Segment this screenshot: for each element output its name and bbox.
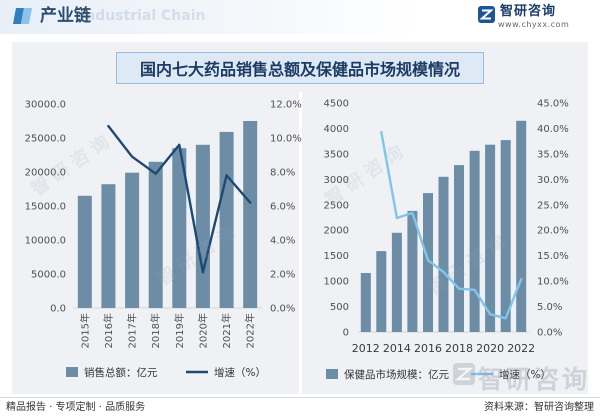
data-source: 资料来源：智研咨询整理 — [484, 402, 594, 413]
x-axis-tick-label: 2016年 — [102, 313, 115, 348]
bar — [423, 193, 433, 332]
right-y-tick-label: 30.0% — [537, 175, 569, 186]
chart-title: 国内七大药品销售总额及保健品市场规模情况 — [139, 60, 460, 79]
left-y-tick-label: 2000 — [324, 226, 349, 237]
x-axis-tick-label: 2015年 — [78, 313, 91, 348]
right-y-tick-label: 15.0% — [537, 251, 569, 262]
bar — [500, 140, 511, 332]
left-y-tick-label: 10000.0 — [25, 236, 66, 247]
right-y-tick-label: 6.0% — [270, 202, 295, 213]
x-axis-tick-label: 2017年 — [126, 313, 139, 348]
left-y-tick-label: 15000.0 — [25, 202, 66, 213]
health-products-chart: 0 500 1000 1500 2000 2500 3000 3500 4000 4500 0.0%… — [324, 99, 569, 381]
drug-sales-chart: 0.0 5000.0 10000.0 15000.0 20000.0 25000.0 300… — [25, 100, 302, 379]
right-y-tick-label: 10.0% — [537, 277, 569, 288]
right-y-tick-label: 25.0% — [537, 200, 569, 211]
legend-label: 保健品市场规模：亿元 — [344, 368, 449, 381]
right-y-tick-label: 8.0% — [270, 168, 295, 179]
legend-label: 增速（%） — [499, 368, 551, 381]
left-y-tick-label: 4500 — [324, 99, 349, 110]
x-axis-tick-label: 2016 — [414, 342, 442, 355]
right-y-tick-label: 35.0% — [537, 149, 569, 160]
left-y-tick-label: 1500 — [324, 251, 349, 262]
zhiyan-logo-icon — [477, 5, 496, 24]
right-y-tick-label: 2.0% — [270, 270, 295, 281]
bar — [195, 144, 210, 308]
legend-bar-swatch — [66, 367, 78, 377]
right-y-tick-label: 40.0% — [537, 124, 569, 135]
right-y-tick-label: 45.0% — [537, 99, 569, 110]
right-y-tick-label: 10.0% — [270, 134, 302, 145]
x-axis-tick-label: 2022 — [507, 342, 535, 355]
left-y-tick-label: 5000.0 — [31, 270, 66, 281]
chain-icon — [12, 6, 34, 26]
left-y-tick-label: 0.0 — [50, 304, 66, 315]
bar — [438, 176, 449, 332]
legend-bar-swatch — [326, 369, 338, 379]
x-axis-tick-label: 2022年 — [244, 313, 257, 348]
left-y-tick-label: 0 — [343, 328, 349, 339]
x-axis-tick-label: 2018年 — [149, 313, 162, 348]
bar — [454, 165, 464, 332]
left-y-tick-label: 4000 — [324, 124, 349, 135]
left-y-tick-label: 3500 — [324, 149, 349, 160]
x-axis-tick-label: 2021年 — [220, 313, 233, 348]
bar — [172, 148, 187, 308]
brand-name: 智研咨询 — [500, 4, 557, 19]
bar — [219, 131, 234, 308]
growth-rate-line — [380, 130, 523, 320]
x-axis-tick-label: 2018 — [445, 342, 473, 355]
right-y-tick-label: 20.0% — [537, 226, 569, 237]
watermark-brand: 智研咨询 — [478, 365, 591, 394]
watermark-logo-icon — [452, 362, 476, 386]
header-watermark: Industrial Chain — [80, 8, 206, 24]
header-band — [0, 0, 600, 34]
right-y-tick-label: 0.0% — [537, 328, 562, 339]
right-y-tick-label: 12.0% — [270, 100, 302, 111]
legend-label: 销售总额：亿元 — [84, 366, 158, 379]
bar — [391, 232, 402, 332]
footer-divider — [0, 397, 600, 398]
footer-slogan: 精品报告 · 专项定制 · 品质服务 — [6, 402, 146, 413]
chart-title-box: 国内七大药品销售总额及保健品市场规模情况 — [116, 52, 484, 84]
left-y-tick-label: 2500 — [324, 200, 349, 211]
bar — [516, 120, 527, 332]
bar — [360, 273, 371, 332]
left-y-tick-label: 1000 — [324, 277, 349, 288]
section-title: 产业链 — [40, 6, 91, 26]
brand-url: www.chyxx.com — [498, 20, 570, 29]
growth-rate-line — [107, 124, 252, 274]
bar — [148, 161, 163, 308]
bar — [243, 121, 258, 308]
x-axis-tick-label: 2012 — [352, 342, 380, 355]
right-y-tick-label: 4.0% — [270, 236, 295, 247]
x-axis-tick-label: 2020 — [476, 342, 504, 355]
bar — [485, 144, 496, 332]
chart-divider — [299, 92, 302, 394]
left-y-tick-label: 25000.0 — [25, 134, 66, 145]
right-y-tick-label: 0.0% — [270, 304, 295, 315]
right-y-tick-label: 5.0% — [537, 302, 562, 313]
bar — [101, 184, 116, 308]
left-y-tick-label: 20000.0 — [25, 168, 66, 179]
bar — [469, 150, 480, 332]
bar — [125, 172, 140, 308]
bar — [376, 251, 387, 332]
x-axis-tick-label: 2014 — [383, 342, 411, 355]
legend-label: 增速（%） — [214, 366, 266, 379]
bar — [77, 195, 92, 308]
left-y-tick-label: 3000 — [324, 175, 349, 186]
x-axis-tick-label: 2019年 — [173, 313, 186, 348]
bar — [407, 210, 418, 332]
left-y-tick-label: 500 — [330, 302, 349, 313]
left-y-tick-label: 30000.0 — [25, 100, 66, 111]
x-axis-tick-label: 2020年 — [196, 313, 209, 348]
